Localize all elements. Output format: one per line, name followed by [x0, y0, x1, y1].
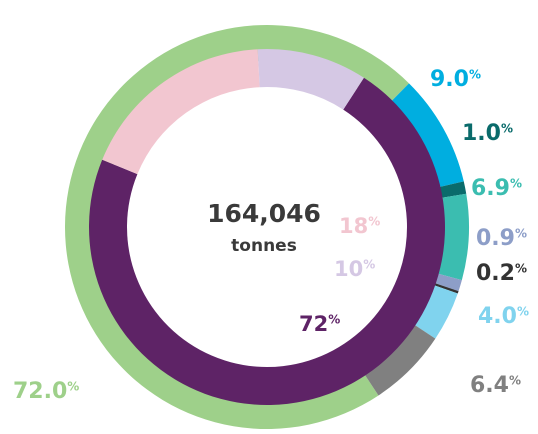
outer-label-6: 4.0% [478, 304, 529, 329]
outer-label-percent-0: % [67, 379, 79, 393]
outer-label-value-1: 9.0 [430, 67, 469, 92]
outer-label-percent-1: % [469, 67, 481, 81]
inner-label-2: 10% [334, 257, 375, 281]
outer-label-value-0: 72.0 [13, 379, 67, 404]
outer-label-1: 9.0% [430, 67, 481, 92]
outer-label-percent-6: % [517, 304, 529, 318]
outer-label-value-6: 4.0 [478, 304, 517, 329]
inner-label-percent-2: % [363, 258, 375, 272]
inner-slice-1 [102, 49, 260, 175]
outer-label-value-3: 6.9 [471, 176, 510, 201]
outer-label-value-5: 0.2 [476, 261, 515, 286]
outer-label-percent-4: % [515, 226, 527, 240]
center-value: 164,046 [207, 199, 321, 228]
outer-label-percent-3: % [510, 176, 522, 190]
inner-label-value-1: 18 [339, 214, 368, 238]
inner-label-1: 18% [339, 214, 380, 238]
inner-label-percent-0: % [328, 313, 340, 327]
outer-label-percent-7: % [509, 373, 521, 387]
outer-label-3: 6.9% [471, 176, 522, 201]
inner-label-percent-1: % [368, 215, 380, 229]
outer-slice-7 [358, 318, 436, 396]
inner-label-0: 72% [299, 312, 340, 336]
center-unit: tonnes [231, 236, 297, 256]
outer-label-percent-5: % [515, 261, 527, 275]
inner-ring [89, 48, 446, 406]
outer-slice-0 [64, 24, 409, 429]
outer-label-0: 72.0% [13, 379, 79, 404]
inner-label-value-2: 10 [334, 257, 363, 281]
outer-label-value-7: 6.4 [470, 373, 509, 398]
outer-label-5: 0.2% [476, 261, 527, 286]
outer-label-4: 0.9% [476, 226, 527, 251]
outer-label-7: 6.4% [470, 373, 521, 398]
outer-label-value-2: 1.0 [462, 121, 501, 146]
outer-label-2: 1.0% [462, 121, 513, 146]
outer-label-value-4: 0.9 [476, 226, 515, 251]
outer-label-percent-2: % [501, 121, 513, 135]
outer-slice-1 [383, 83, 464, 190]
inner-slice-2 [257, 48, 364, 110]
inner-label-value-0: 72 [299, 312, 328, 336]
labels: 72.0%9.0%1.0%6.9%0.9%0.2%4.0%6.4%72%18%1… [13, 67, 529, 404]
